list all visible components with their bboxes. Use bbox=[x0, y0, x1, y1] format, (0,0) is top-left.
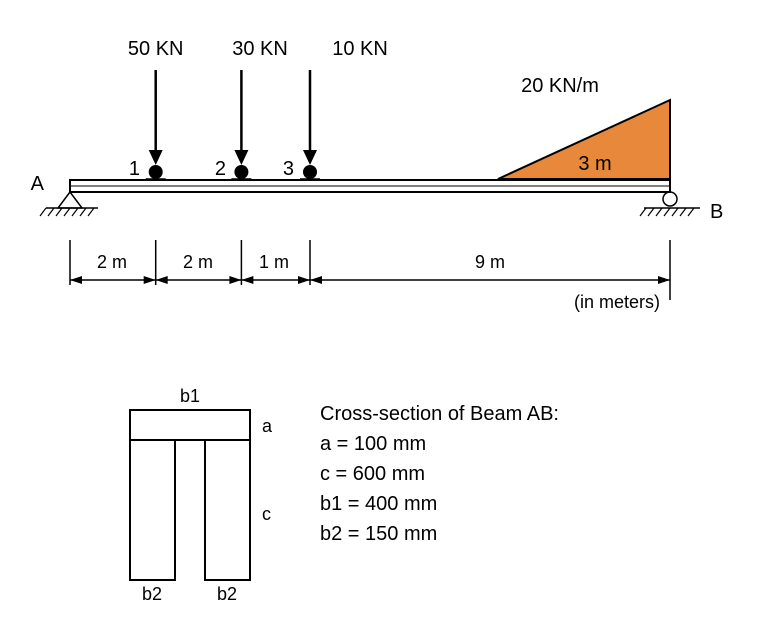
point-load-2: 2 bbox=[215, 70, 252, 180]
distributed-load: 3 m bbox=[498, 100, 670, 179]
point-load-3-label: 10 KN bbox=[332, 38, 388, 60]
point-load-3-id: 3 bbox=[283, 158, 294, 180]
beam-drawing: A B 1 50 KN 2 bbox=[31, 38, 724, 312]
beam-diagram: A B 1 50 KN 2 bbox=[0, 0, 765, 638]
cs-title: Cross-section of Beam AB: bbox=[320, 403, 559, 425]
units-note: (in meters) bbox=[574, 292, 660, 312]
point-load-1-label: 50 KN bbox=[128, 38, 184, 60]
cs-label-b1: b1 bbox=[180, 386, 200, 406]
cs-label-b2-right: b2 bbox=[217, 584, 237, 604]
dist-load-peak-label: 20 KN/m bbox=[521, 75, 599, 97]
cs-line-a: a = 100 mm bbox=[320, 433, 426, 455]
cross-section: b1 b2 b2 a c Cross-section of Beam AB: a… bbox=[130, 386, 559, 604]
cs-label-a: a bbox=[262, 416, 273, 436]
dim-seg3: 1 m bbox=[259, 252, 289, 272]
point-load-2-label: 30 KN bbox=[232, 38, 288, 60]
dim-seg4: 9 m bbox=[475, 252, 505, 272]
support-a bbox=[40, 192, 98, 216]
cs-label-b2-left: b2 bbox=[142, 584, 162, 604]
cs-label-c: c bbox=[262, 504, 271, 524]
support-b bbox=[640, 192, 700, 216]
dim-seg1: 2 m bbox=[97, 252, 127, 272]
point-load-2-id: 2 bbox=[215, 158, 226, 180]
label-a: A bbox=[31, 173, 45, 195]
dimension-lines: 2 m 2 m 1 m 9 m (in meters) bbox=[70, 240, 670, 312]
cs-line-b2: b2 = 150 mm bbox=[320, 523, 437, 545]
cs-line-b1: b1 = 400 mm bbox=[320, 493, 437, 515]
cs-line-c: c = 600 mm bbox=[320, 463, 425, 485]
point-load-1: 1 bbox=[129, 70, 166, 180]
dim-seg2: 2 m bbox=[183, 252, 213, 272]
point-load-3: 3 bbox=[283, 70, 320, 180]
dist-load-length: 3 m bbox=[578, 153, 611, 175]
label-b: B bbox=[710, 201, 723, 223]
point-load-1-id: 1 bbox=[129, 158, 140, 180]
